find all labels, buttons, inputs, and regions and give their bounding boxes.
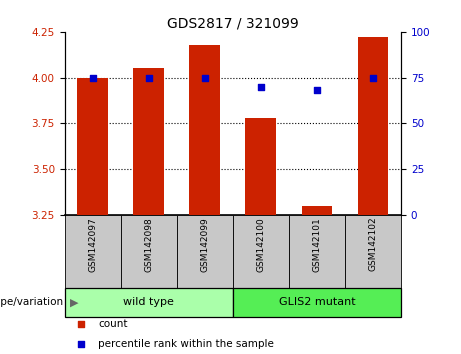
Bar — [65, 288, 233, 316]
Text: percentile rank within the sample: percentile rank within the sample — [98, 339, 274, 349]
Title: GDS2817 / 321099: GDS2817 / 321099 — [167, 17, 299, 31]
Bar — [289, 215, 345, 288]
Bar — [189, 45, 220, 215]
Bar — [133, 68, 164, 215]
Text: GLIS2 mutant: GLIS2 mutant — [278, 297, 355, 307]
Bar — [77, 78, 108, 215]
Text: ▶: ▶ — [64, 297, 79, 307]
Bar — [245, 118, 276, 215]
Point — [369, 75, 377, 80]
Bar — [233, 215, 289, 288]
Bar — [358, 37, 389, 215]
Bar — [65, 215, 121, 288]
Text: wild type: wild type — [123, 297, 174, 307]
Text: GSM142101: GSM142101 — [313, 217, 321, 272]
Text: GSM142099: GSM142099 — [200, 217, 209, 272]
Point — [257, 84, 265, 90]
Text: GSM142100: GSM142100 — [256, 217, 266, 272]
Point — [201, 75, 208, 80]
Point — [313, 87, 321, 93]
Bar — [301, 206, 332, 215]
Point — [145, 75, 152, 80]
Text: GSM142097: GSM142097 — [88, 217, 97, 272]
Bar — [177, 215, 233, 288]
Text: genotype/variation: genotype/variation — [0, 297, 64, 307]
Text: GSM142098: GSM142098 — [144, 217, 153, 272]
Point — [78, 321, 85, 327]
Point — [89, 75, 96, 80]
Text: GSM142102: GSM142102 — [368, 217, 378, 272]
Point — [78, 341, 85, 347]
Bar — [233, 288, 401, 316]
Bar — [121, 215, 177, 288]
Text: count: count — [98, 319, 128, 329]
Bar — [345, 215, 401, 288]
